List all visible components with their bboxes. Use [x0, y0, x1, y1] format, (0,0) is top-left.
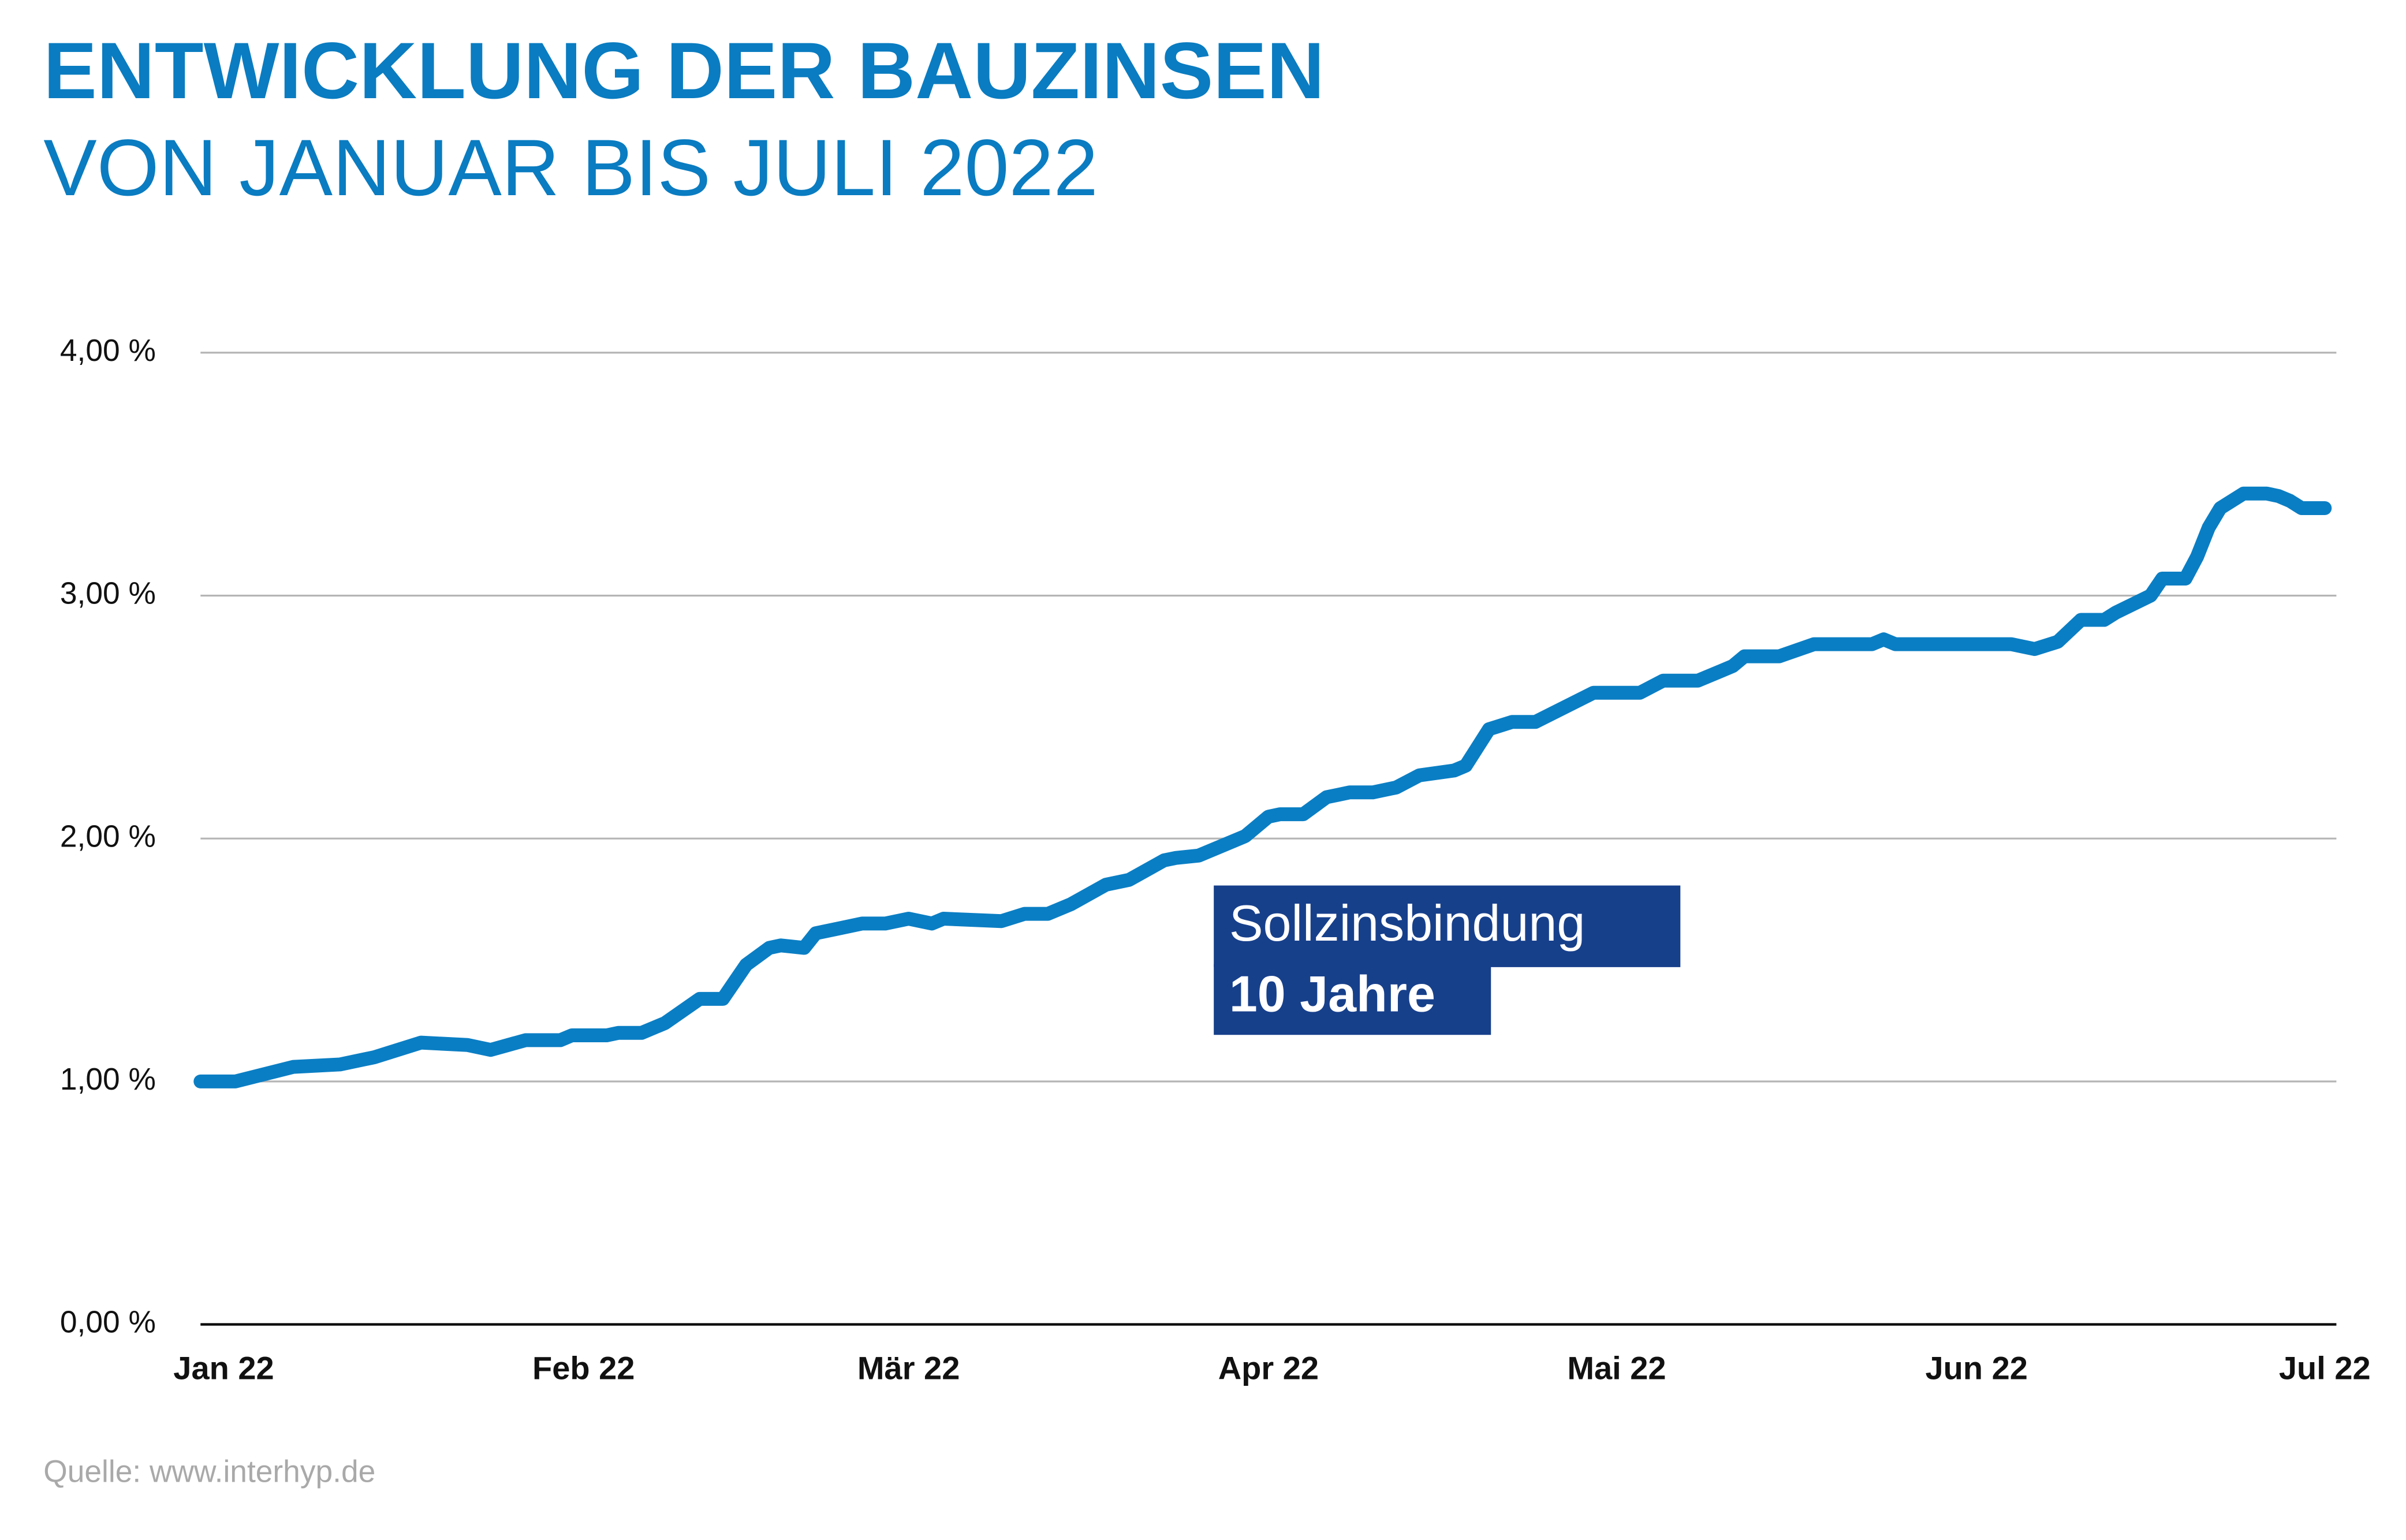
chart-title: ENTWICKLUNG DER BAUZINSEN	[43, 26, 1325, 115]
annotation-box	[1214, 885, 1681, 967]
x-tick-label: Jan 22	[173, 1349, 274, 1386]
y-tick-label: 3,00 %	[60, 577, 156, 611]
x-tick-label: Jun 22	[1925, 1349, 2027, 1386]
annotation: 10 Jahre	[1229, 965, 1435, 1022]
x-tick-label: Mai 22	[1567, 1349, 1666, 1386]
x-tick-label: Feb 22	[532, 1349, 635, 1386]
source: Quelle: www.interhyp.de	[43, 1455, 375, 1489]
x-tick-label: Mär 22	[857, 1349, 960, 1386]
chart-subtitle: VON JANUAR BIS JULI 2022	[43, 123, 1098, 212]
y-tick-label: 0,00 %	[60, 1306, 156, 1340]
y-tick-label: 1,00 %	[60, 1062, 156, 1097]
annotation-box	[1214, 964, 1491, 1035]
line-series	[193, 486, 2332, 1088]
x-tick-label: Jul 22	[2279, 1349, 2371, 1386]
annotation: Sollzinsbindung	[1229, 894, 1585, 952]
x-tick-label: Apr 22	[1218, 1349, 1319, 1386]
plot-area: 0,00 % 1,00 % 2,00 % 3,00 % 4,00 % Jan 22 Feb …	[60, 334, 2371, 1386]
y-tick-label: 4,00 %	[60, 334, 156, 368]
y-tick-label: 2,00 %	[60, 819, 156, 853]
